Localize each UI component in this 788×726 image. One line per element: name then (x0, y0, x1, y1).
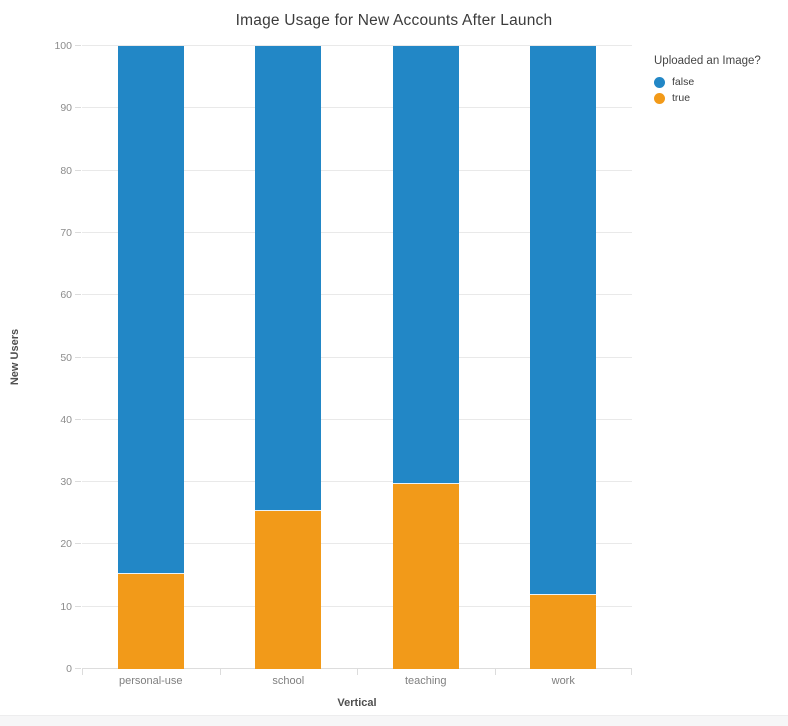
y-tick-label: 60 (60, 289, 72, 302)
band-school (220, 46, 358, 669)
y-tick-30 (75, 481, 81, 483)
band-work (495, 46, 633, 669)
gridline-70 (82, 231, 632, 233)
y-tick-0 (75, 668, 81, 669)
plot-area (75, 45, 632, 675)
gridline-80 (82, 169, 632, 171)
legend-label: false (672, 76, 695, 88)
legend-item-true: true (654, 90, 761, 106)
y-tick-label: 90 (60, 102, 72, 115)
y-tick-label: 30 (60, 476, 72, 489)
bar-segment-teaching-false (392, 46, 459, 484)
bar-segment-personal-use-true (117, 574, 184, 669)
y-tick-label: 50 (60, 351, 72, 364)
bar-segment-school-true (255, 511, 322, 669)
gridline-50 (82, 356, 632, 358)
chart-title: Image Usage for New Accounts After Launc… (235, 12, 553, 29)
band-personal-use (82, 46, 220, 669)
y-tick-label: 0 (66, 663, 72, 675)
y-tick-70 (75, 231, 81, 233)
legend-label: true (672, 92, 691, 104)
gridline-20 (82, 543, 632, 545)
legend: Uploaded an Image? false true (654, 55, 761, 106)
bar-work (530, 46, 597, 669)
y-tick-label: 20 (60, 538, 72, 551)
gridline-40 (82, 418, 632, 420)
gridline-100 (82, 45, 632, 46)
y-tick-100 (75, 45, 81, 46)
y-tick-label: 80 (60, 164, 72, 177)
y-tick-90 (75, 107, 81, 109)
gridline-60 (82, 294, 632, 296)
legend-title: Uploaded an Image? (654, 55, 761, 67)
x-category-label-teaching: teaching (404, 675, 447, 687)
y-tick-60 (75, 294, 81, 296)
y-tick-20 (75, 543, 81, 545)
gridline-90 (82, 107, 632, 109)
band-teaching (357, 46, 495, 669)
y-tick-50 (75, 356, 81, 358)
y-tick-10 (75, 605, 81, 607)
legend-items: false true (654, 74, 761, 106)
legend-swatch-false (654, 76, 665, 88)
y-axis-labels: 0 10 20 30 40 50 60 70 80 90 100 (0, 40, 72, 675)
legend-swatch-true (654, 92, 665, 104)
bar-school (255, 46, 322, 669)
y-tick-label: 40 (60, 413, 72, 426)
y-tick-40 (75, 418, 81, 420)
bar-teaching (392, 46, 459, 669)
gridline-10 (82, 605, 632, 607)
x-tick (631, 669, 632, 675)
y-tick-label: 70 (60, 226, 72, 239)
x-axis-labels: personal-use school teaching work (82, 675, 632, 689)
x-tick (82, 669, 83, 675)
bars-group (82, 46, 632, 669)
x-category-label-work: work (551, 675, 575, 687)
x-category-label-personal-use: personal-use (118, 675, 183, 687)
x-tick (357, 669, 358, 675)
x-tick (219, 669, 221, 675)
y-tick-label: 100 (54, 40, 72, 52)
bar-segment-work-true (530, 594, 597, 669)
x-axis-line (82, 668, 632, 669)
footer-strip (0, 715, 788, 726)
x-tick (494, 669, 496, 675)
y-tick-label: 10 (60, 600, 72, 613)
bar-personal-use (117, 46, 184, 669)
bar-segment-personal-use-false (117, 46, 184, 575)
bar-segment-work-false (530, 46, 597, 595)
x-category-label-school: school (272, 675, 305, 687)
gridline-30 (82, 481, 632, 483)
bar-segment-teaching-true (392, 483, 459, 669)
legend-item-false: false (654, 74, 761, 90)
y-tick-80 (75, 169, 81, 171)
bar-segment-school-false (255, 46, 322, 512)
x-axis-title: Vertical (337, 697, 377, 709)
